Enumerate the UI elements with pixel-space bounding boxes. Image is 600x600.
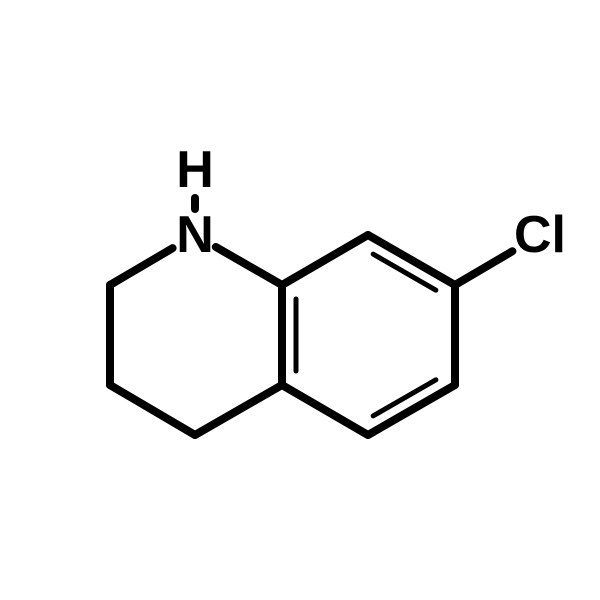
molecule-diagram: NH Cl [0,0,600,600]
atom-label-n: N [176,206,214,264]
atom-label-h: H [176,141,214,199]
atom-label-cl: Cl [514,206,566,264]
